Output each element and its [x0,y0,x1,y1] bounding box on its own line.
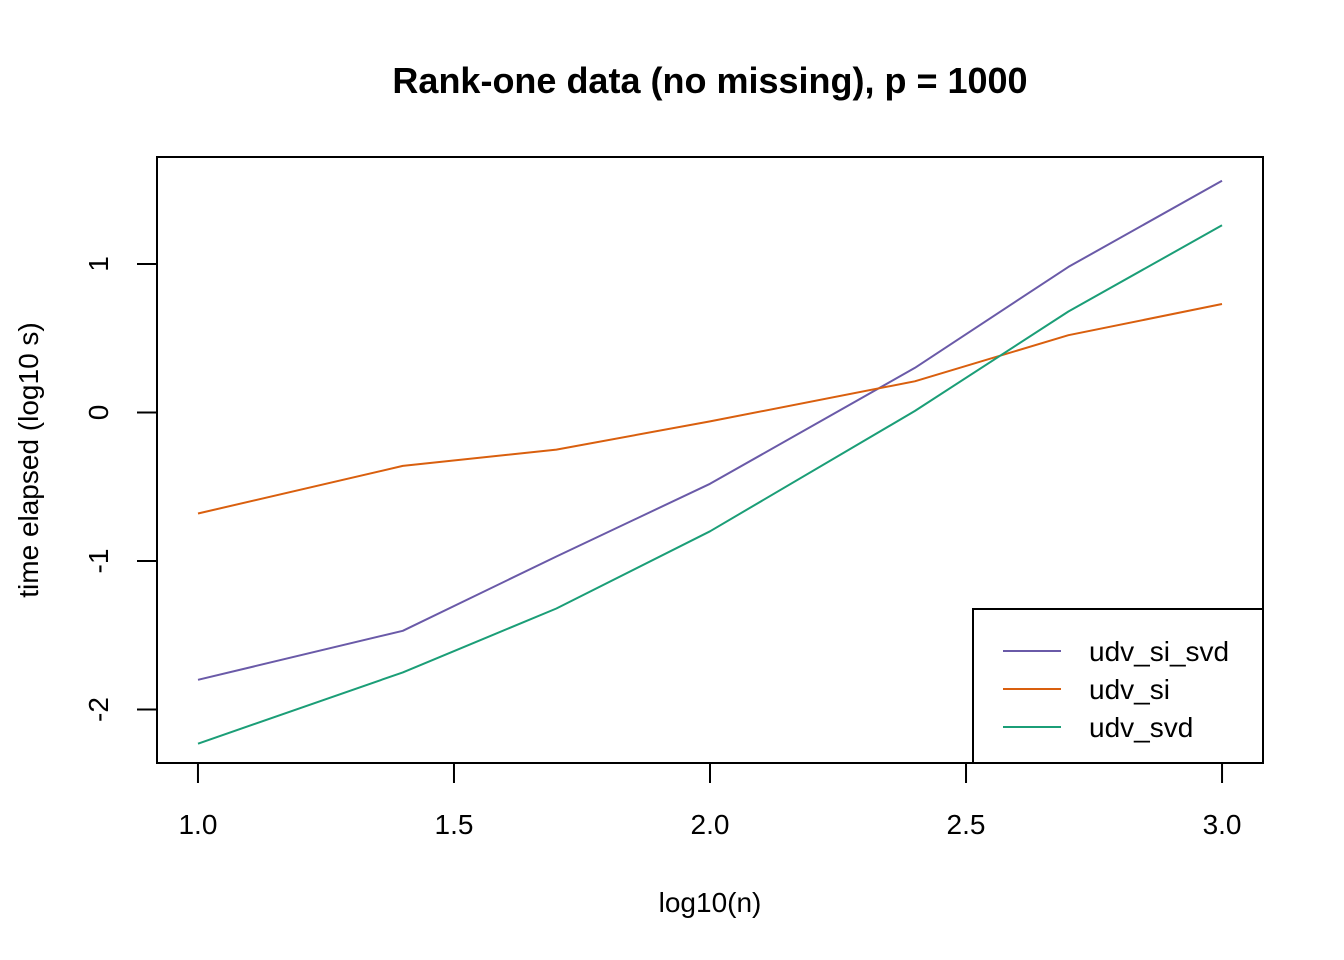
y-axis-label: time elapsed (log10 s) [13,322,44,597]
x-tick-label: 3.0 [1203,809,1242,840]
x-tick-label: 2.5 [947,809,986,840]
legend-label-udv_svd: udv_svd [1089,712,1193,743]
chart-title: Rank-one data (no missing), p = 1000 [392,60,1027,101]
x-axis-label: log10(n) [659,887,762,918]
y-tick-label: -2 [83,697,114,722]
x-tick-label: 1.0 [178,809,217,840]
x-tick-label: 1.5 [435,809,474,840]
series-line-udv_si_svd [197,179,1223,681]
series-line-udv_si [197,303,1223,515]
series-line-udv_svd [197,224,1223,745]
legend: udv_si_svd udv_si udv_svd [972,608,1264,764]
legend-label-udv_si: udv_si [1089,674,1170,705]
series-lines [197,179,1223,745]
y-tick-label: 1 [83,256,114,272]
legend-label-udv_si_svd: udv_si_svd [1089,636,1229,667]
x-axis: 1.0 1.5 2.0 2.5 3.0 [178,762,1242,840]
x-tick-label: 2.0 [691,809,730,840]
y-tick-label: -1 [83,549,114,574]
y-axis: -2 -1 0 1 [83,256,158,722]
legend-box [972,608,1264,764]
y-tick-label: 0 [83,405,114,421]
